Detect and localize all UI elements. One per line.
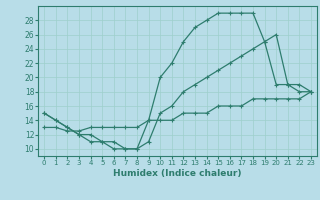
X-axis label: Humidex (Indice chaleur): Humidex (Indice chaleur) [113,169,242,178]
